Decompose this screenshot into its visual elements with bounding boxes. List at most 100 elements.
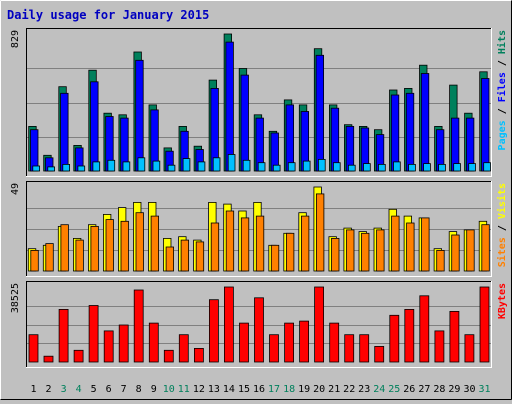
panel-kbytes-legend-part-1: KBytes [497,283,508,319]
panel-hits-files-pages-legend-part-5: Hits [496,30,508,54]
bar-kbytes-day-6 [103,330,114,363]
panel-visits-sites-legend-part-1: Sites [496,237,508,267]
bar-kbytes-day-8 [133,289,144,363]
bar-sites-day-13 [210,222,220,272]
day-label-12: 12 [193,384,205,395]
bar-pages-day-23 [363,163,371,172]
bar-files-day-8 [135,59,144,172]
bar-kbytes-day-21 [329,322,340,363]
day-label-1: 1 [30,384,36,395]
bar-kbytes-day-11 [178,334,189,363]
bar-kbytes-day-29 [449,310,460,363]
bar-kbytes-day-30 [464,334,475,363]
panel-hits-files-pages-bars [28,33,491,172]
bar-kbytes-day-19 [299,320,310,363]
bar-pages-day-21 [332,162,341,172]
day-label-11: 11 [178,384,190,395]
bar-sites-day-31 [481,224,490,272]
panel-hits-files-pages-legend-part-4: / [497,54,508,72]
day-label-28: 28 [433,384,445,395]
bar-kbytes-day-26 [404,308,415,363]
bar-files-day-27 [420,73,430,172]
bar-pages-day-7 [122,161,131,172]
bar-pages-day-22 [347,164,356,172]
bar-pages-day-13 [212,157,221,172]
bar-files-day-25 [390,94,400,172]
bar-files-day-5 [90,81,99,172]
day-label-22: 22 [343,384,355,395]
bar-sites-day-6 [105,219,114,272]
day-label-3: 3 [61,384,67,395]
bar-sites-day-2 [45,243,54,272]
bar-kbytes-day-17 [269,334,279,363]
bar-pages-day-11 [182,158,191,172]
bar-kbytes-day-15 [239,322,249,363]
panel-kbytes-bars [28,286,490,363]
panel-kbytes-scale-label: 38525 [10,283,21,313]
bar-sites-day-19 [300,215,310,272]
chart-panels: 829 Pages / Files / Hits 49 Sites / Visits 3… [10,28,508,368]
panel-hits-files-pages-legend-part-1: Pages [497,120,508,150]
bar-kbytes-day-20 [314,286,325,363]
day-label-4: 4 [76,384,82,395]
bar-pages-day-16 [257,162,266,172]
bar-kbytes-day-23 [359,334,370,363]
panel-visits-sites-legend-part-3: Visits [496,183,508,219]
bar-kbytes-day-2 [43,355,54,363]
day-label-17: 17 [268,384,280,395]
panel-hits-files-pages-legend-part-3: Files [496,72,508,102]
bar-sites-day-5 [90,225,99,272]
bar-files-day-22 [345,126,355,172]
bar-sites-day-9 [150,215,160,272]
bar-sites-day-12 [195,241,205,272]
bar-kbytes-day-25 [389,314,400,363]
panel-visits-sites-legend: Sites / Visits [496,183,508,267]
bar-kbytes-day-5 [88,305,99,363]
day-labels: 1 2 3 4 5 6 7 8 9 10 11 12 13 14 15 16 17 18 19 20 21 22 23 24 2… [30,384,490,395]
day-label-14: 14 [223,384,235,395]
bar-kbytes-day-16 [254,297,264,363]
bar-sites-day-20 [315,193,325,272]
bar-pages-day-24 [378,163,386,172]
bar-sites-day-27 [421,217,430,272]
bar-kbytes-day-14 [223,286,234,363]
bar-sites-day-26 [406,222,415,272]
bar-pages-day-9 [152,160,161,172]
panel-kbytes: 38525 KBytes [10,281,508,368]
bar-files-day-14 [225,41,234,172]
day-label-26: 26 [403,384,415,395]
bar-pages-day-10 [167,164,176,172]
bar-sites-day-23 [361,232,370,272]
bar-pages-day-4 [77,165,86,172]
bar-sites-day-28 [436,249,445,272]
bar-kbytes-day-9 [148,322,159,363]
panel-kbytes-legend: KBytes [497,283,508,319]
bar-pages-day-18 [287,162,296,172]
bar-files-day-31 [481,78,490,172]
day-label-9: 9 [151,384,157,395]
day-label-2: 2 [45,384,51,395]
bar-pages-day-1 [32,165,40,172]
bar-files-day-15 [240,74,249,172]
day-label-10: 10 [163,384,175,395]
panel-visits-sites-legend-part-2: / [497,219,508,237]
bar-kbytes-day-22 [344,334,355,363]
bar-kbytes-day-12 [193,347,204,363]
bar-pages-day-6 [107,159,116,172]
day-label-6: 6 [106,384,112,395]
day-label-25: 25 [388,384,400,395]
bar-pages-day-17 [272,164,281,172]
day-label-15: 15 [238,384,250,395]
bar-kbytes-day-7 [118,324,129,363]
bar-pages-day-12 [197,161,206,172]
bar-kbytes-day-1 [28,334,39,363]
panel-hits-files-pages-legend-part-2: / [497,102,508,120]
day-label-27: 27 [418,384,430,395]
bar-pages-day-26 [408,163,416,172]
day-label-5: 5 [91,384,97,395]
bar-files-day-3 [60,92,69,172]
bar-files-day-26 [405,92,415,172]
bar-sites-day-30 [466,229,475,272]
bar-sites-day-10 [165,246,175,272]
bar-pages-day-8 [137,157,146,172]
